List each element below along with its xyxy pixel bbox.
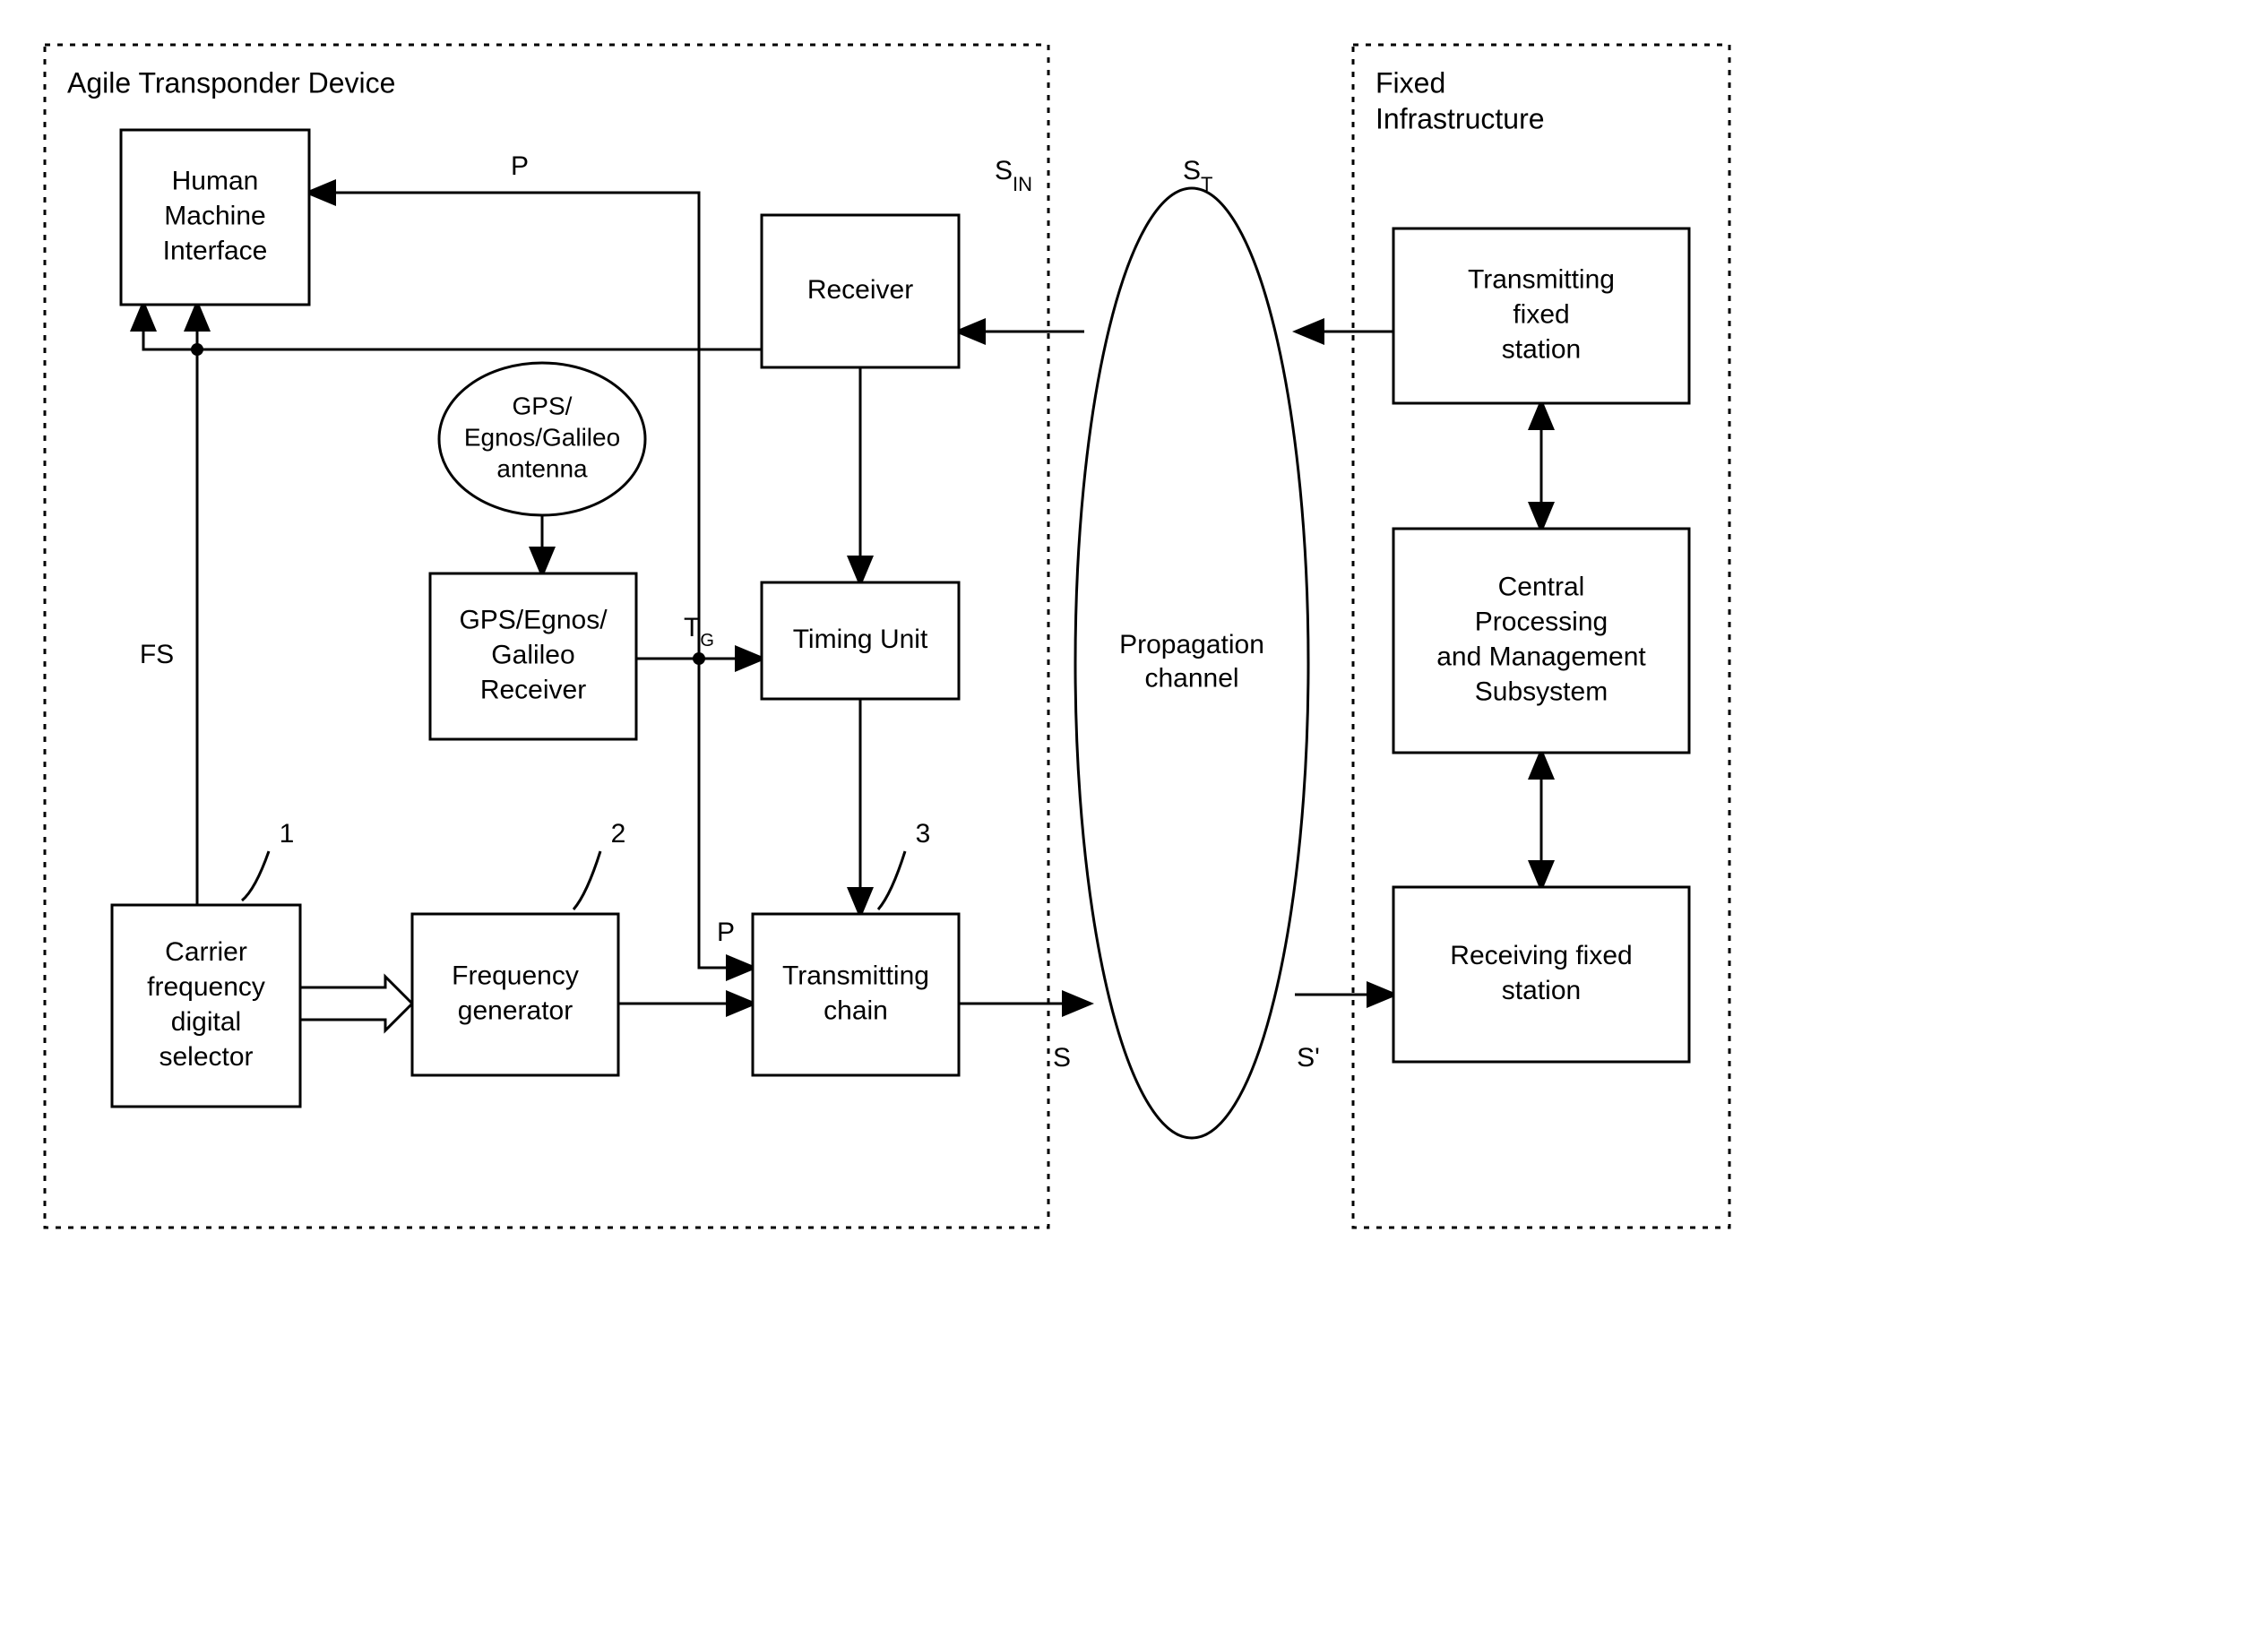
rxfixed-box xyxy=(1393,887,1689,1062)
refnum-leader-n2 xyxy=(573,851,600,909)
carrier-label-1: frequency xyxy=(147,972,265,1002)
edge-label-gps-to-hmi: P xyxy=(511,151,529,181)
propchan-label-1: channel xyxy=(1144,664,1238,694)
gps_rx-label-2: Receiver xyxy=(480,675,586,704)
carrier-label-2: digital xyxy=(171,1007,241,1037)
antenna-label-1: Egnos/Galileo xyxy=(464,423,620,451)
refnum-n1: 1 xyxy=(280,819,295,849)
edge-label-carrier-to-hmi: FS xyxy=(140,640,174,669)
cpms-label-3: Subsystem xyxy=(1475,677,1608,706)
timing-label-0: Timing Unit xyxy=(793,625,928,654)
receiver-label-0: Receiver xyxy=(807,275,913,305)
txfixed-label-2: station xyxy=(1502,334,1581,364)
refnum-leader-n1 xyxy=(242,851,269,901)
signal-s_in: SIN xyxy=(995,156,1032,195)
antenna-label-0: GPS/ xyxy=(513,392,573,419)
fixed-title-2: Infrastructure xyxy=(1375,102,1545,134)
cpms-label-0: Central xyxy=(1498,572,1585,601)
txfixed-label-0: Transmitting xyxy=(1468,264,1615,294)
freqgen-box xyxy=(412,914,618,1075)
refnum-leader-n3 xyxy=(878,851,905,909)
antenna-label-2: antenna xyxy=(496,454,588,482)
hmi-label-1: Machine xyxy=(164,201,265,230)
rxfixed-label-0: Receiving fixed xyxy=(1450,941,1632,970)
cpms-label-2: and Management xyxy=(1436,642,1646,671)
hmi-label-0: Human xyxy=(172,166,259,195)
edge-label-p-to-tx: P xyxy=(717,918,735,947)
refnum-n3: 3 xyxy=(916,819,931,849)
edge-label-tx-to-prop: S xyxy=(1053,1043,1071,1073)
cpms-box xyxy=(1393,529,1689,753)
txchain-label-0: Transmitting xyxy=(782,961,929,990)
cpms-label-1: Processing xyxy=(1475,607,1608,636)
propchan-label-0: Propagation xyxy=(1119,630,1264,659)
junction-dot xyxy=(191,343,203,356)
edge-carrier-to-fg xyxy=(300,977,412,1030)
txchain-box xyxy=(753,914,959,1075)
txfixed-label-1: fixed xyxy=(1513,299,1569,329)
txchain-label-1: chain xyxy=(824,996,888,1025)
carrier-box xyxy=(112,905,300,1107)
freqgen-label-0: Frequency xyxy=(452,961,579,990)
carrier-label-0: Carrier xyxy=(165,937,247,967)
gps_rx-label-1: Galileo xyxy=(491,640,574,669)
block-diagram: Agile Transponder Device FixedInfrastruct… xyxy=(18,18,1756,1272)
agile-title: Agile Transponder Device xyxy=(67,66,395,99)
edge-rx-to-hmi xyxy=(143,305,762,349)
hmi-label-2: Interface xyxy=(163,236,268,265)
refnum-n2: 2 xyxy=(611,819,626,849)
fixed-title-1: Fixed xyxy=(1375,66,1445,99)
edge-label-prop-to-rxf: S' xyxy=(1297,1043,1320,1073)
rxfixed-label-1: station xyxy=(1502,976,1581,1005)
freqgen-label-1: generator xyxy=(458,996,573,1025)
gps_rx-label-0: GPS/Egnos/ xyxy=(459,605,608,634)
carrier-label-3: selector xyxy=(159,1042,253,1072)
